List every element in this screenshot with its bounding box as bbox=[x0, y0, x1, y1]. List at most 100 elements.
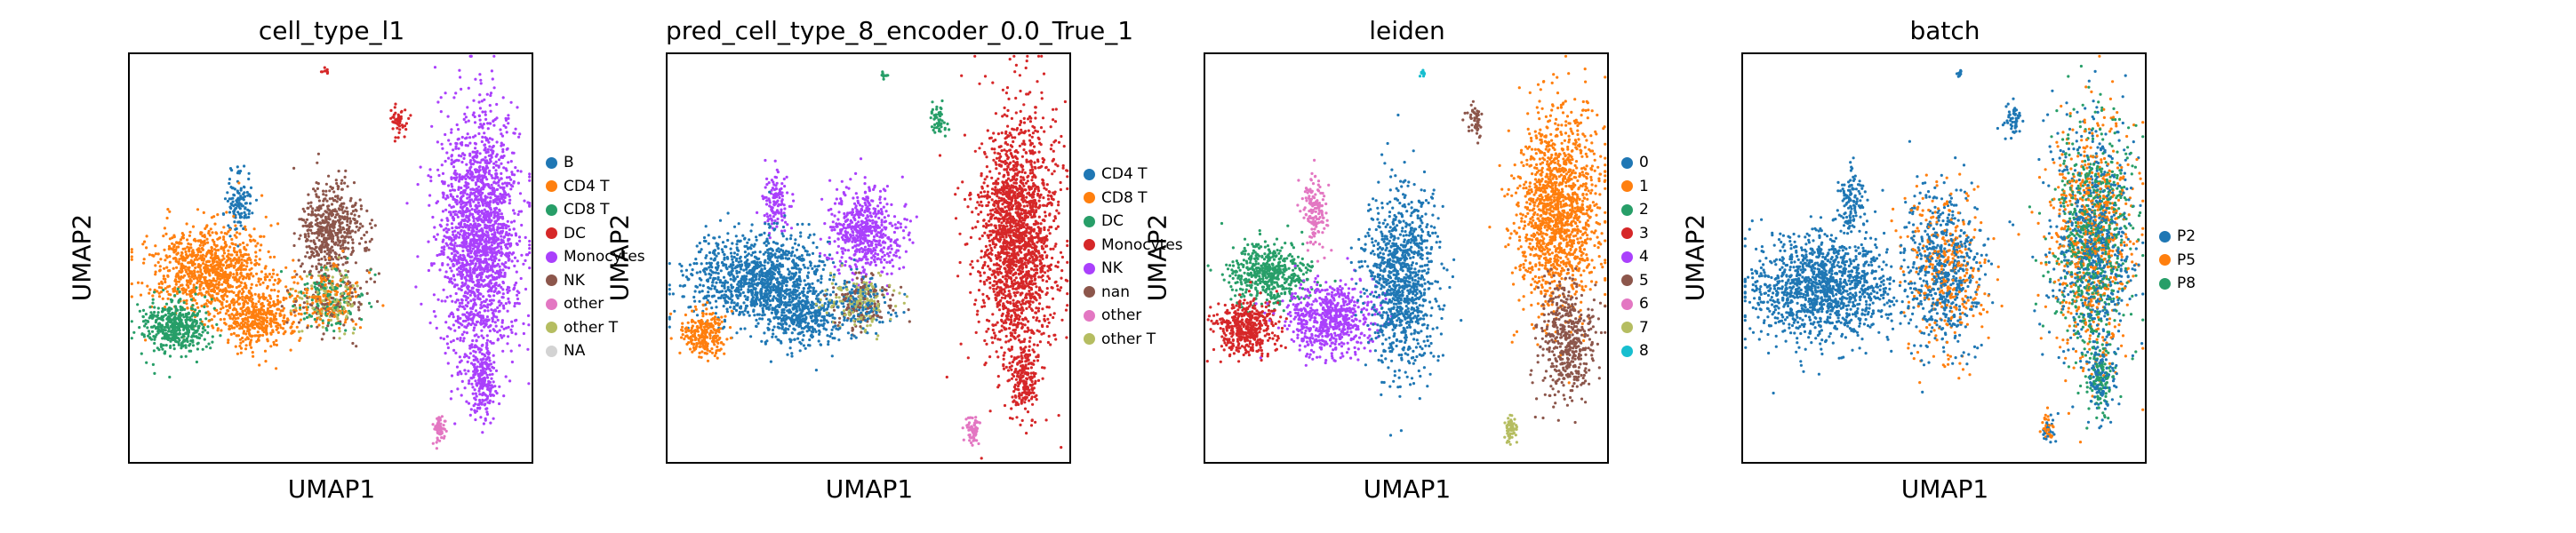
scatter-point bbox=[451, 216, 454, 219]
scatter-point bbox=[341, 211, 345, 215]
scatter-point bbox=[347, 227, 350, 230]
scatter-point bbox=[442, 337, 445, 341]
scatter-point bbox=[189, 243, 193, 246]
scatter-point bbox=[271, 268, 276, 272]
scatter-point bbox=[508, 195, 511, 198]
scatter-point bbox=[457, 255, 460, 259]
scatter-point bbox=[166, 274, 170, 278]
scatter-point bbox=[317, 232, 321, 235]
scatter-point bbox=[180, 322, 184, 325]
scatter-point bbox=[156, 252, 160, 256]
scatter-point bbox=[433, 66, 437, 69]
scatter-point bbox=[478, 118, 482, 122]
scatter-point bbox=[467, 370, 470, 373]
scatter-point bbox=[491, 252, 494, 256]
scatter-point bbox=[325, 211, 329, 214]
scatter-point bbox=[502, 394, 506, 398]
scatter-point bbox=[509, 178, 513, 181]
scatter-point bbox=[489, 303, 492, 306]
scatter-point bbox=[500, 177, 503, 180]
scatter-point bbox=[276, 273, 279, 276]
scatter-point bbox=[326, 322, 331, 325]
scatter-point bbox=[463, 307, 467, 311]
scatter-point bbox=[180, 242, 183, 245]
scatter-point bbox=[501, 280, 505, 284]
scatter-point bbox=[188, 253, 192, 257]
scatter-point bbox=[262, 327, 266, 330]
scatter-point bbox=[500, 301, 503, 306]
scatter-point bbox=[180, 266, 184, 269]
scatter-point bbox=[310, 284, 314, 288]
scatter-point bbox=[490, 241, 493, 244]
scatter-point bbox=[186, 315, 189, 319]
scatter-point bbox=[500, 144, 503, 147]
scatter-point bbox=[223, 278, 227, 282]
scatter-point bbox=[466, 219, 469, 223]
scatter-point bbox=[332, 229, 336, 233]
scatter-point bbox=[491, 386, 494, 389]
scatter-point bbox=[460, 160, 464, 164]
scatter-point bbox=[198, 243, 202, 247]
scatter-point bbox=[348, 288, 352, 291]
scatter-point bbox=[191, 288, 195, 292]
scatter-point bbox=[497, 222, 500, 226]
scatter-point bbox=[452, 244, 456, 248]
scatter-point bbox=[312, 187, 316, 191]
scatter-point bbox=[490, 274, 493, 277]
scatter-point bbox=[313, 243, 317, 246]
scatter-point bbox=[161, 330, 164, 333]
scatter-point bbox=[450, 222, 454, 226]
scatter-point bbox=[207, 231, 211, 235]
scatter-point bbox=[234, 227, 237, 231]
scatter-point bbox=[236, 324, 239, 328]
scatter-point bbox=[228, 245, 232, 249]
scatter-point bbox=[471, 290, 475, 293]
scatter-point bbox=[498, 385, 501, 388]
scatter-point bbox=[212, 270, 216, 274]
scatter-point bbox=[315, 320, 318, 323]
scatter-point bbox=[493, 177, 497, 180]
scatter-point bbox=[468, 169, 472, 172]
scatter-point bbox=[492, 294, 496, 298]
scatter-point bbox=[235, 231, 239, 235]
scatter-point bbox=[490, 308, 493, 312]
scatter-point bbox=[455, 199, 459, 203]
scatter-point bbox=[217, 248, 220, 252]
scatter-point bbox=[244, 313, 248, 316]
scatter-point bbox=[461, 339, 465, 343]
scatter-point bbox=[249, 338, 253, 342]
scatter-point bbox=[450, 277, 453, 281]
scatter-point bbox=[183, 257, 187, 261]
scatter-point bbox=[486, 226, 490, 229]
scatter-point bbox=[450, 259, 453, 263]
scatter-point bbox=[227, 273, 230, 276]
scatter-point bbox=[204, 263, 207, 266]
scatter-point bbox=[331, 280, 334, 283]
scatter-point bbox=[172, 316, 176, 320]
scatter-point bbox=[334, 313, 338, 316]
scatter-point bbox=[506, 181, 509, 185]
scatter-point bbox=[505, 176, 509, 179]
scatter-point bbox=[448, 203, 452, 207]
scatter-point bbox=[476, 278, 480, 282]
scatter-point bbox=[451, 313, 455, 316]
scatter-point bbox=[210, 245, 213, 250]
scatter-point bbox=[319, 312, 323, 315]
scatter-point bbox=[211, 289, 214, 293]
scatter-point bbox=[185, 292, 188, 296]
scatter-point bbox=[297, 330, 301, 333]
scatter-point bbox=[483, 299, 486, 303]
scatter-point bbox=[464, 184, 468, 187]
scatter-point bbox=[244, 338, 247, 341]
scatter-point bbox=[238, 338, 242, 341]
scatter-point bbox=[253, 263, 257, 266]
scatter-point bbox=[477, 177, 481, 180]
scatter-point bbox=[473, 368, 476, 371]
scatter-point bbox=[223, 197, 228, 201]
scatter-point bbox=[450, 390, 453, 394]
scatter-point bbox=[482, 284, 485, 288]
scatter-point bbox=[195, 321, 198, 324]
scatter-point bbox=[340, 294, 344, 298]
scatter-point bbox=[455, 123, 459, 127]
scatter-point bbox=[299, 265, 303, 268]
